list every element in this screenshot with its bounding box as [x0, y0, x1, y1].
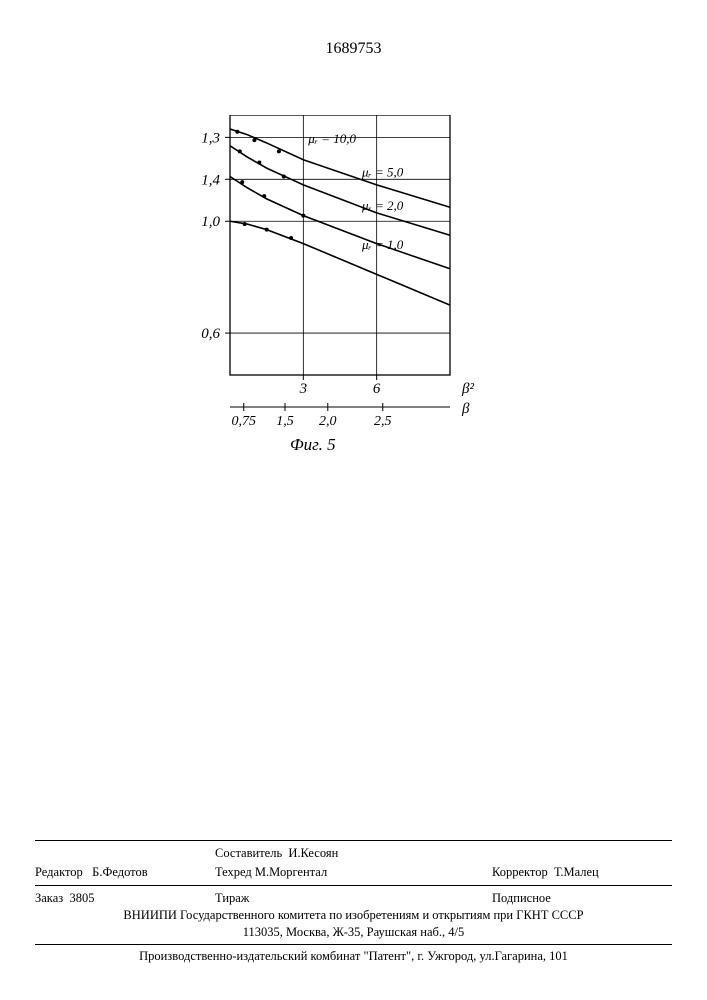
svg-text:μᵣ = 1,0: μᵣ = 1,0: [361, 237, 404, 252]
order-label: Заказ: [35, 891, 63, 905]
svg-text:μᵣ = 10,0: μᵣ = 10,0: [307, 131, 356, 146]
svg-text:3: 3: [299, 381, 308, 397]
svg-text:0,75: 0,75: [232, 414, 257, 429]
editor-name: Б.Федотов: [92, 865, 147, 879]
editor-label: Редактор: [35, 865, 83, 879]
svg-text:μᵣ = 5,0: μᵣ = 5,0: [361, 165, 404, 180]
figure-5-chart: 1,3 1,4 1,0 0,6 μᵣ = 10,0 μᵣ = 5,0 μᵣ = 2,0 μᵣ …: [180, 115, 480, 465]
credits-row-2: Редактор Б.Федотов Техред М.Моргентал Ко…: [35, 863, 672, 882]
svg-text:2,0: 2,0: [319, 414, 337, 429]
svg-text:μᵣ = 2,0: μᵣ = 2,0: [361, 198, 404, 213]
techred-name: М.Моргентал: [255, 865, 327, 879]
corrector-name: Т.Малец: [554, 865, 599, 879]
techred-label: Техред: [215, 865, 252, 879]
chart-svg: 1,3 1,4 1,0 0,6 μᵣ = 10,0 μᵣ = 5,0 μᵣ = 2,0 μᵣ …: [180, 115, 480, 445]
svg-text:β²: β²: [461, 381, 474, 397]
svg-text:1,4: 1,4: [201, 172, 220, 188]
svg-text:6: 6: [373, 381, 381, 397]
composer-name: И.Кесоян: [288, 846, 338, 860]
page-number: 1689753: [0, 40, 707, 58]
org-line-1: ВНИИПИ Государственного комитета по изоб…: [35, 907, 672, 924]
footer: Составитель И.Кесоян Редактор Б.Федотов …: [35, 837, 672, 965]
svg-text:1,5: 1,5: [276, 414, 294, 429]
svg-text:1,3: 1,3: [201, 130, 220, 146]
figure-caption: Фиг. 5: [290, 435, 336, 455]
subscription-label: Подписное: [492, 891, 551, 905]
svg-text:β: β: [461, 401, 470, 417]
composer-label: Составитель: [215, 846, 282, 860]
svg-text:0,6: 0,6: [201, 326, 220, 342]
credits-row-1: Составитель И.Кесоян: [35, 844, 672, 863]
corrector-label: Корректор: [492, 865, 548, 879]
svg-text:2,5: 2,5: [374, 414, 392, 429]
publisher-line: Производственно-издательский комбинат "П…: [35, 948, 672, 965]
org-line-2: 113035, Москва, Ж-35, Раушская наб., 4/5: [35, 924, 672, 941]
svg-text:1,0: 1,0: [201, 214, 220, 230]
order-row: Заказ 3805 Тираж Подписное: [35, 889, 672, 908]
order-number: 3805: [69, 891, 94, 905]
circulation-label: Тираж: [215, 891, 249, 905]
